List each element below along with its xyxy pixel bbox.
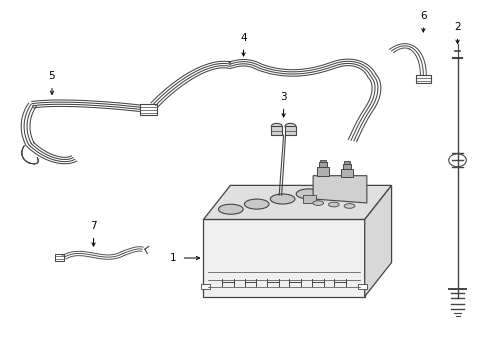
Ellipse shape [313,201,323,206]
Ellipse shape [271,123,282,129]
Bar [344,161,350,164]
Bar [271,126,282,135]
Ellipse shape [245,199,269,209]
Ellipse shape [296,189,321,199]
Bar [319,162,327,167]
Text: 4: 4 [240,33,247,43]
Bar [320,159,326,162]
Ellipse shape [285,123,296,129]
Bar [317,167,329,176]
Bar [285,126,296,135]
Ellipse shape [344,204,355,208]
Ellipse shape [270,194,295,204]
Ellipse shape [219,204,243,214]
Bar [201,284,210,289]
Text: 2: 2 [454,22,461,32]
Circle shape [449,154,466,167]
Text: 1: 1 [170,253,176,263]
Polygon shape [365,185,392,297]
Text: 6: 6 [420,11,427,21]
Bar [416,75,431,83]
Polygon shape [203,220,365,297]
Bar [358,284,367,289]
Bar [342,168,353,177]
Bar [343,164,351,168]
Polygon shape [203,185,392,220]
Bar [55,253,64,261]
Text: 3: 3 [280,92,287,102]
Polygon shape [313,176,367,203]
Ellipse shape [328,202,339,207]
Bar [303,195,316,203]
Text: 5: 5 [49,71,55,81]
Text: 7: 7 [90,221,97,231]
Bar [140,104,157,116]
